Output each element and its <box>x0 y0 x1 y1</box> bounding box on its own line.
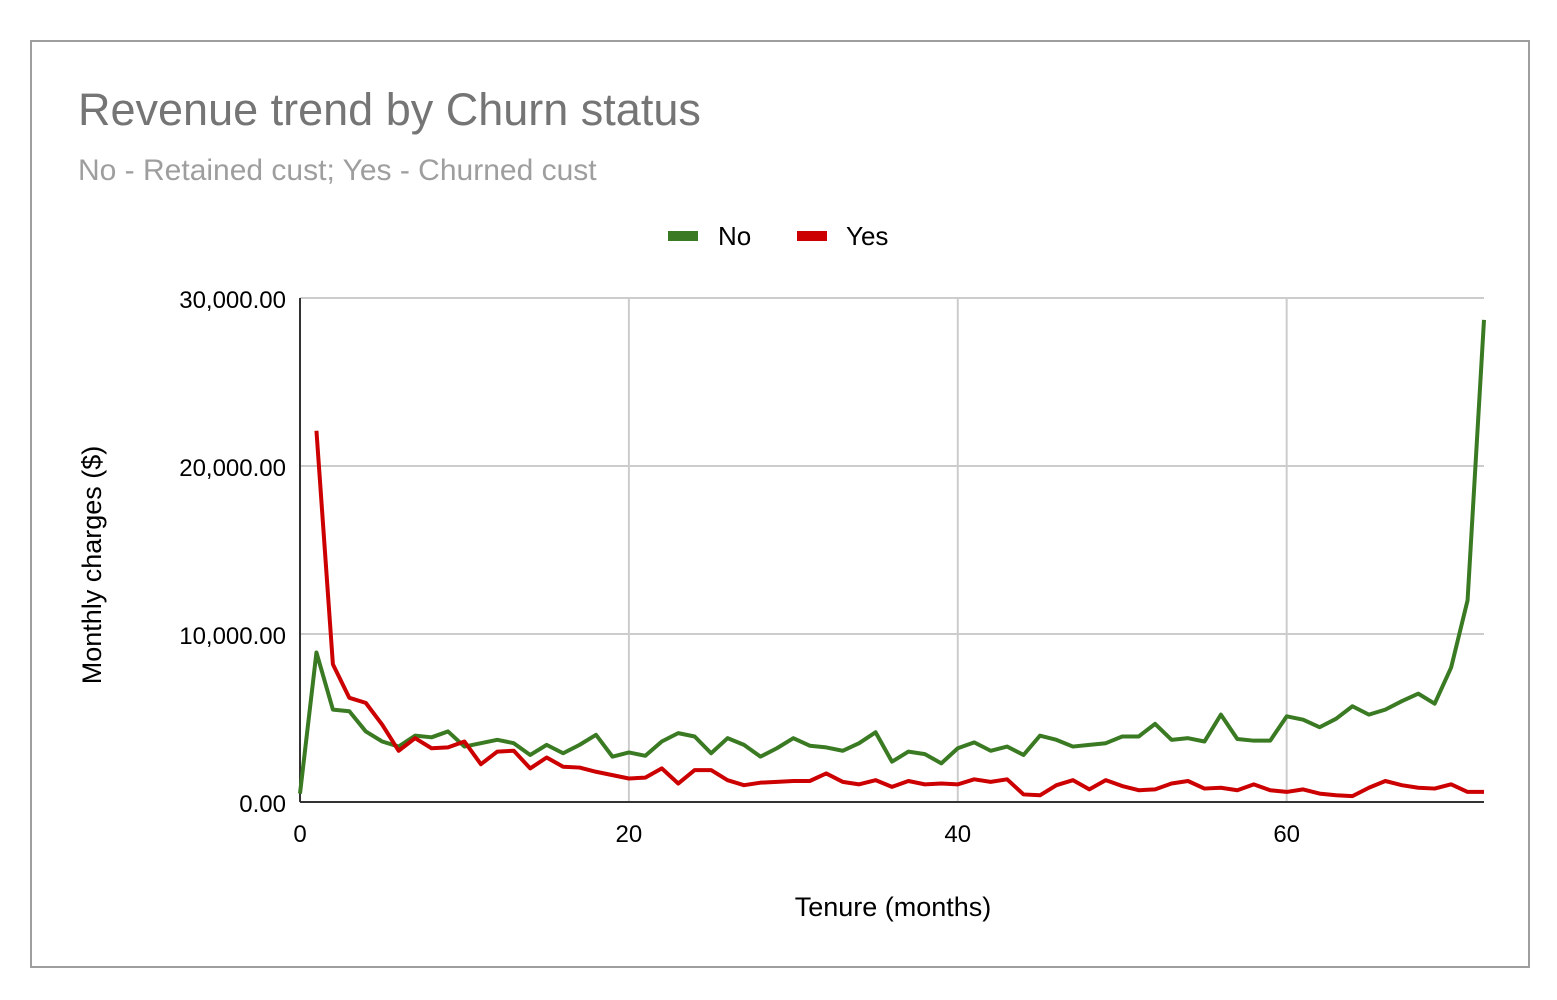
tick-labels: 0.00 10,000.00 20,000.00 30,000.00 0 20 40 60 <box>179 287 1300 848</box>
y-tick-label: 10,000.00 <box>179 623 286 650</box>
x-tick-label: 60 <box>1273 821 1300 848</box>
chart-frame <box>30 40 1530 968</box>
y-tick-label: 0.00 <box>239 791 286 818</box>
axes <box>299 298 1484 803</box>
y-tick-label: 20,000.00 <box>179 455 286 482</box>
legend-swatch-no <box>668 231 698 241</box>
series-line-yes <box>314 430 1484 799</box>
chart-title: Revenue trend by Churn status <box>78 84 701 135</box>
legend-label-yes: Yes <box>846 221 888 251</box>
grid-lines <box>300 297 1484 802</box>
x-axis-label: Tenure (months) <box>795 892 992 922</box>
legend: No Yes <box>668 221 888 251</box>
legend-label-no: No <box>718 221 751 251</box>
chart-subtitle: No - Retained cust; Yes - Churned cust <box>78 154 597 187</box>
x-tick-label: 20 <box>616 821 643 848</box>
x-tick-label: 0 <box>293 821 306 848</box>
y-tick-label: 30,000.00 <box>179 287 286 314</box>
y-axis-label: Monthly charges ($) <box>77 446 107 685</box>
x-tick-label: 40 <box>944 821 971 848</box>
series-lines <box>298 319 1486 799</box>
series-line-no <box>298 319 1486 794</box>
legend-swatch-yes <box>797 231 827 241</box>
